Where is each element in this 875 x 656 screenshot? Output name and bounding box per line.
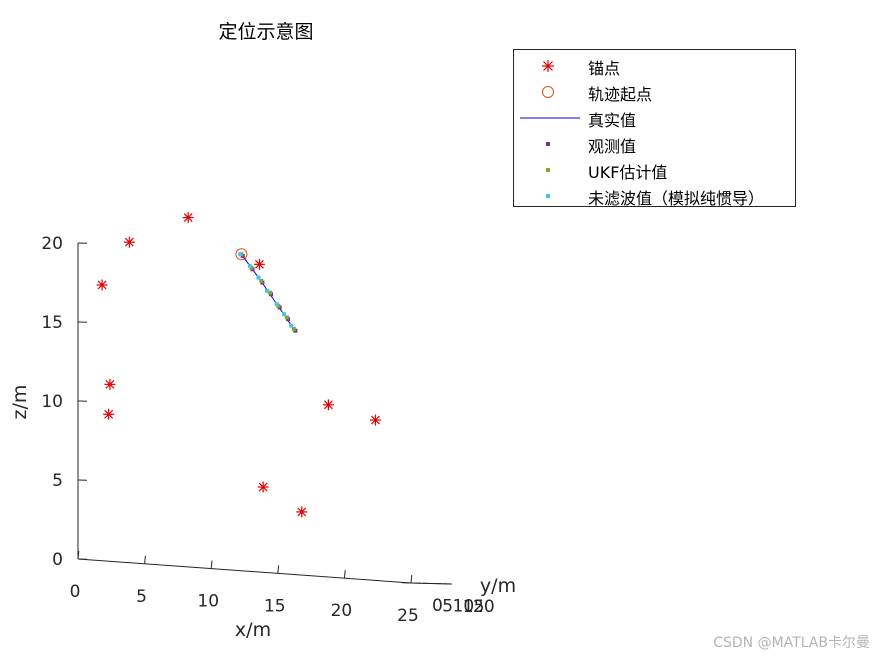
anchor-point [257,481,269,493]
data-marks [96,212,381,518]
series-0 [96,212,381,518]
x-tick [277,565,280,574]
legend-label: 观测值 [588,137,637,156]
x-tick [144,555,146,564]
z-tick-label: 5 [52,471,63,491]
legend-item-observed: 观测值 [514,131,795,157]
z-tick-label: 10 [41,392,63,412]
data-point [256,275,261,280]
data-point [274,302,279,307]
anchor-point [104,378,116,390]
legend-label: 未滤波值（模拟纯惯导） [588,189,765,208]
z-tick-label: 0 [52,550,63,570]
square-marker-icon [546,168,550,172]
anchor-point [322,399,334,411]
legend-label: UKF估计值 [588,163,668,182]
asterisk-marker-icon [542,60,554,72]
legend-item-ukf: UKF估计值 [514,157,795,183]
legend: 锚点 轨迹起点 真实值 观测值 UKF估计值 未滤波值（模拟纯惯导） [513,49,796,209]
y-tick-label: 20 [473,597,495,617]
data-point [265,288,270,293]
legend-label: 锚点 [588,59,621,78]
x-axis-label: x/m [235,619,271,641]
watermark: CSDN @MATLAB卡尔曼 [713,635,870,651]
z-tick-label: 20 [41,234,63,254]
x-tick-label: 25 [397,606,419,626]
square-marker-icon [546,194,550,198]
series-1 [235,248,248,261]
x-tick-label: 10 [197,592,219,612]
y-axis-label: y/m [480,575,516,597]
z-axis-label: z/m [9,385,31,420]
series-5 [238,252,294,328]
legend-item-unfiltered: 未滤波值（模拟纯惯导） [514,183,795,209]
anchor-point [96,279,108,291]
legend-label: 真实值 [588,111,637,130]
start-point [235,248,248,261]
legend-item-truth: 真实值 [514,105,795,131]
legend-label: 轨迹起点 [588,85,653,104]
x-axis-line [77,558,412,584]
y-tick-label: 5 [442,596,453,616]
data-point [284,315,289,320]
anchor-point [123,236,135,248]
anchor-point [296,506,308,518]
y-tick-label: 15 [463,597,485,617]
legend-item-anchor: 锚点 [514,53,795,79]
x-tick-label: 15 [264,596,286,616]
x-tick-label: 20 [331,601,353,621]
x-tick-label: 0 [70,582,81,602]
data-point [282,312,287,317]
anchor-point [253,258,265,270]
z-tick-label: 15 [41,313,63,333]
circle-marker-icon [542,86,554,98]
x-tick [210,560,213,569]
anchor-point [369,414,381,426]
data-point [267,290,272,295]
data-point [291,327,296,332]
x-tick [410,574,413,584]
chart-title: 定位示意图 [218,21,313,43]
square-marker-icon [546,142,550,146]
data-point [247,263,252,268]
anchor-point [103,408,115,420]
data-point [259,278,264,283]
y-tick-label: 10 [453,597,475,617]
y-tick-label: 0 [432,596,443,616]
x-tick [343,570,346,579]
data-point [289,323,294,328]
data-point [238,252,243,257]
line-marker-icon [520,117,580,119]
x-tick [77,550,80,560]
legend-item-start: 轨迹起点 [514,79,795,105]
anchor-point [182,212,194,224]
x-tick-label: 5 [136,587,147,607]
